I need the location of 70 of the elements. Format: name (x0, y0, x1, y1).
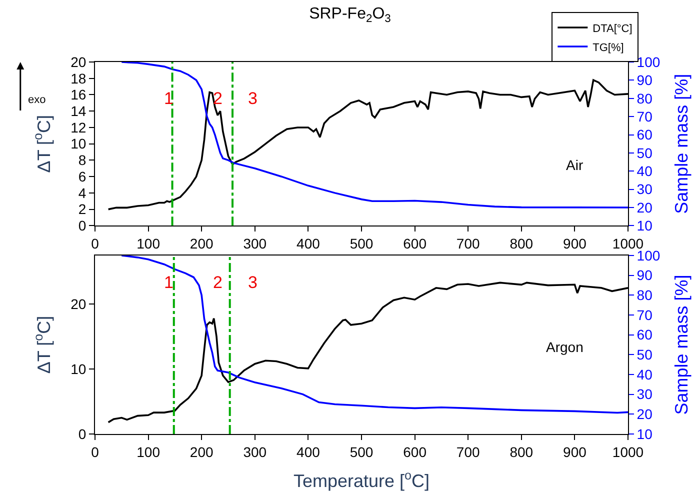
x-tick-label: 0 (91, 444, 100, 460)
x-tick-label: 600 (403, 235, 427, 252)
annotation: 3 (248, 273, 258, 292)
y-tick-label: 6 (78, 168, 86, 184)
y-tick-label: 14 (70, 103, 86, 119)
x-tick-label: 200 (190, 444, 214, 460)
x-tick-label: 700 (456, 444, 480, 460)
y2-tick-label: 10 (636, 218, 653, 234)
y2-tick-label: 50 (636, 144, 653, 161)
x-tick-label: 1000 (612, 235, 644, 252)
annotation: 3 (248, 89, 258, 108)
x-tick-label: 300 (243, 444, 267, 460)
x-tick-label: 900 (563, 444, 587, 460)
y-tick-label: 10 (70, 136, 86, 152)
y2-tick-label: 50 (636, 346, 653, 363)
x-tick-label: 100 (136, 235, 160, 252)
chart-title: SRP-Fe$_{2}$O$_{3}$ (309, 6, 391, 26)
x-tick-label: 400 (296, 444, 320, 460)
y-tick-label: 4 (78, 184, 86, 201)
y2-tick-label: 90 (636, 267, 653, 284)
y2-tick-label: 80 (636, 90, 653, 106)
legend-label: TG[%] (592, 42, 624, 54)
x-axis-title: Temperature [$^{o}$C] (293, 468, 430, 491)
y2-tick-label: 10 (636, 426, 653, 442)
y-tick-label: 8 (78, 152, 86, 168)
y2-tick-label: 30 (636, 181, 653, 198)
x-tick-label: 800 (510, 444, 534, 460)
text: exo (28, 94, 46, 106)
y-tick-label: 0 (78, 426, 86, 442)
x-tick-label: 700 (456, 235, 480, 252)
x-tick-label: 400 (296, 235, 320, 252)
y2-tick-label: 20 (636, 406, 653, 422)
y-tick-label: 12 (70, 119, 86, 136)
y-tick-label: 2 (78, 201, 86, 218)
y-tick-label: 20 (70, 54, 86, 70)
annotation: 1 (164, 273, 174, 292)
y2-axis-title: Sample mass [%] (671, 74, 692, 214)
y-tick-label: 0 (78, 218, 86, 234)
y2-tick-label: 100 (636, 54, 660, 70)
x-tick-label: 900 (563, 235, 587, 252)
y-tick-label: 20 (70, 296, 86, 312)
x-tick-label: 1000 (612, 444, 644, 460)
x-tick-label: 0 (91, 235, 100, 252)
y2-tick-label: 80 (636, 287, 653, 304)
y2-tick-label: 30 (636, 386, 653, 402)
x-tick-label: 200 (190, 235, 214, 252)
y2-tick-label: 20 (636, 199, 653, 216)
y2-tick-label: 90 (636, 72, 653, 88)
y2-tick-label: 60 (636, 326, 653, 343)
annotation: Argon (546, 339, 584, 355)
y2-tick-label: 70 (636, 108, 653, 124)
legend-label: DTA[°C] (592, 22, 632, 35)
x-tick-label: 300 (243, 235, 267, 252)
y2-axis-title: Sample mass [%] (671, 274, 692, 415)
annotation: 2 (213, 273, 222, 292)
y2-tick-label: 40 (636, 163, 653, 180)
y2-tick-label: 60 (636, 126, 653, 143)
x-tick-label: 500 (350, 235, 374, 252)
annotation: 1 (164, 89, 174, 108)
x-tick-label: 600 (403, 444, 427, 460)
annotation: Air (566, 157, 584, 173)
y2-tick-label: 40 (636, 366, 653, 382)
x-tick-label: 100 (136, 444, 160, 460)
y-tick-label: 18 (70, 70, 86, 86)
x-tick-label: 500 (350, 444, 374, 460)
y-tick-label: 16 (70, 86, 86, 103)
x-tick-label: 800 (510, 235, 534, 252)
y2-tick-label: 70 (636, 306, 653, 323)
y-tick-label: 10 (70, 360, 86, 377)
annotation: 2 (213, 89, 222, 108)
